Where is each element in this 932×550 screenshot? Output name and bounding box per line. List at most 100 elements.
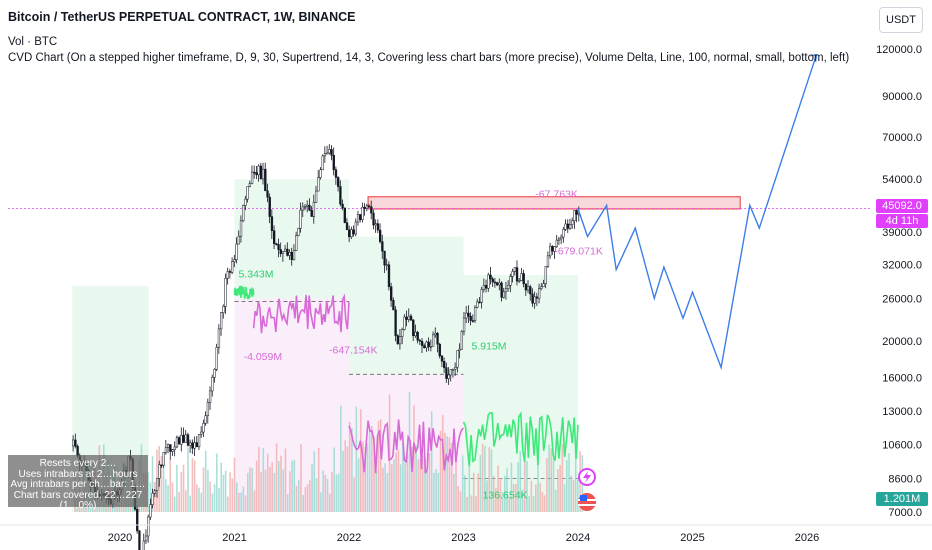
candle-body: [535, 296, 539, 299]
volume-bar: [246, 472, 249, 512]
volume-bar: [235, 482, 238, 512]
candle-body: [354, 221, 358, 235]
candle-body: [467, 312, 470, 317]
cvd-info-box: Resets every 2… Uses intrabars at 2…hour…: [8, 455, 148, 511]
volume-bar: [395, 452, 398, 512]
candle-body: [504, 288, 508, 293]
candle-body: [538, 288, 541, 299]
volume-bar: [477, 473, 479, 512]
volume-bar: [484, 445, 486, 512]
volume-bar: [517, 462, 519, 512]
volume-bar: [320, 492, 322, 512]
volume-bar: [249, 467, 251, 512]
volume-bar: [251, 467, 254, 512]
volume-bar: [322, 470, 324, 512]
volume-bar: [495, 487, 497, 512]
us-flag-icon[interactable]: [578, 493, 596, 511]
candle-body: [575, 210, 578, 215]
volume-bar: [557, 469, 559, 512]
volume-bar: [444, 432, 446, 512]
candle-body: [573, 210, 576, 221]
y-tick-label: 10600.0: [882, 439, 922, 451]
cvd-value-label: -679.071K: [554, 246, 602, 258]
volume-bar: [160, 455, 163, 512]
candle-body: [182, 434, 185, 443]
candle-body: [524, 283, 528, 291]
volume-bar: [204, 450, 207, 512]
volume-bar: [359, 409, 362, 512]
volume-bar: [499, 478, 502, 512]
volume-bar: [282, 469, 285, 512]
volume-bar: [231, 478, 234, 512]
candle-body: [237, 235, 240, 245]
volume-bar: [293, 459, 296, 512]
candle-body: [220, 312, 223, 330]
volume-bar: [180, 471, 183, 512]
candle-body: [264, 168, 267, 192]
countdown-label: 4d 11h: [876, 214, 928, 228]
volume-bar: [461, 455, 464, 512]
cvd-line-up-2: [462, 411, 579, 467]
volume-bar: [519, 450, 522, 512]
candle-body: [144, 535, 148, 542]
volume-bar: [355, 406, 358, 512]
candle-body: [155, 478, 159, 491]
volume-bar: [399, 464, 402, 512]
volume-bar: [521, 489, 524, 512]
candle-body: [217, 328, 221, 348]
volume-bar: [275, 443, 278, 512]
volume-bar: [439, 430, 442, 512]
candle-body: [546, 255, 550, 267]
volume-bar: [417, 459, 420, 512]
volume-bar: [233, 457, 236, 512]
volume-bar: [184, 490, 187, 512]
candle-body: [449, 369, 452, 376]
volume-bar: [198, 487, 200, 512]
volume-bar: [382, 467, 384, 512]
volume-bar: [295, 485, 298, 512]
candle-body: [239, 220, 243, 237]
candle-body: [153, 490, 157, 494]
volume-bar: [464, 475, 466, 512]
volume-bar: [570, 475, 573, 512]
x-tick-label: 2021: [222, 532, 246, 544]
candle-body: [208, 390, 212, 403]
candle-body: [345, 222, 349, 230]
volume-bar: [209, 481, 211, 512]
volume-bar: [426, 470, 429, 512]
candle-body: [277, 244, 280, 250]
volume-bar: [171, 482, 174, 512]
currency-selector-button[interactable]: USDT: [879, 7, 923, 33]
x-tick-label: 2023: [451, 532, 475, 544]
candle-body: [513, 267, 517, 272]
volume-bar: [260, 471, 262, 512]
candle-body: [381, 241, 384, 252]
volume-bar: [300, 444, 302, 512]
candle-body: [273, 230, 276, 244]
candle-body: [222, 306, 225, 313]
candle-body: [412, 319, 415, 337]
volume-bar: [404, 456, 406, 512]
volume-bar: [453, 473, 455, 512]
candle-body: [434, 333, 437, 336]
candle-body: [553, 246, 556, 252]
info-line-1: Resets every 2…: [39, 458, 117, 469]
volume-bar: [450, 442, 453, 512]
volume-bar: [430, 411, 433, 512]
volume-bar: [534, 484, 537, 512]
flash-icon[interactable]: [578, 468, 596, 486]
volume-bar: [182, 464, 185, 512]
candle-body: [571, 220, 574, 225]
candle-body: [279, 249, 282, 254]
volume-bar: [410, 446, 413, 512]
candle-body: [286, 248, 289, 256]
candle-body: [334, 169, 338, 178]
volume-bar: [472, 472, 475, 512]
volume-bar: [435, 469, 437, 512]
candle-body: [529, 286, 532, 295]
candle-body: [184, 434, 187, 443]
candle-body: [323, 153, 327, 157]
candle-body: [557, 238, 561, 241]
volume-bar: [240, 492, 242, 512]
candle-body: [401, 329, 404, 337]
